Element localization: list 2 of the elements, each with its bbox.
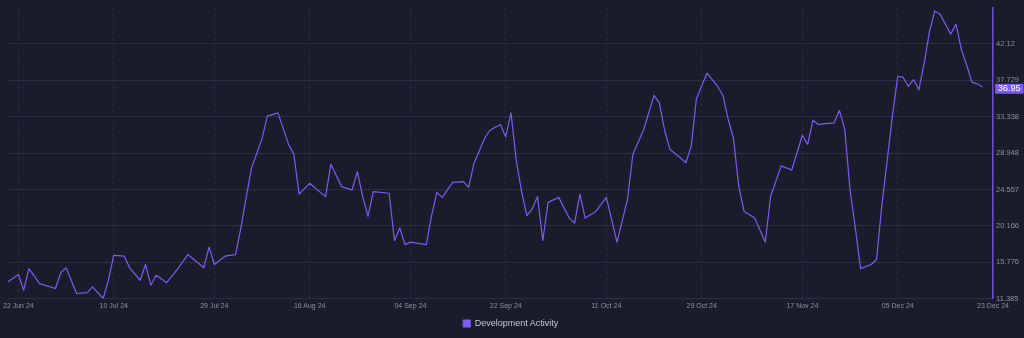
legend-label: Development Activity: [474, 317, 559, 328]
annotation: 36.95: [998, 83, 1021, 94]
